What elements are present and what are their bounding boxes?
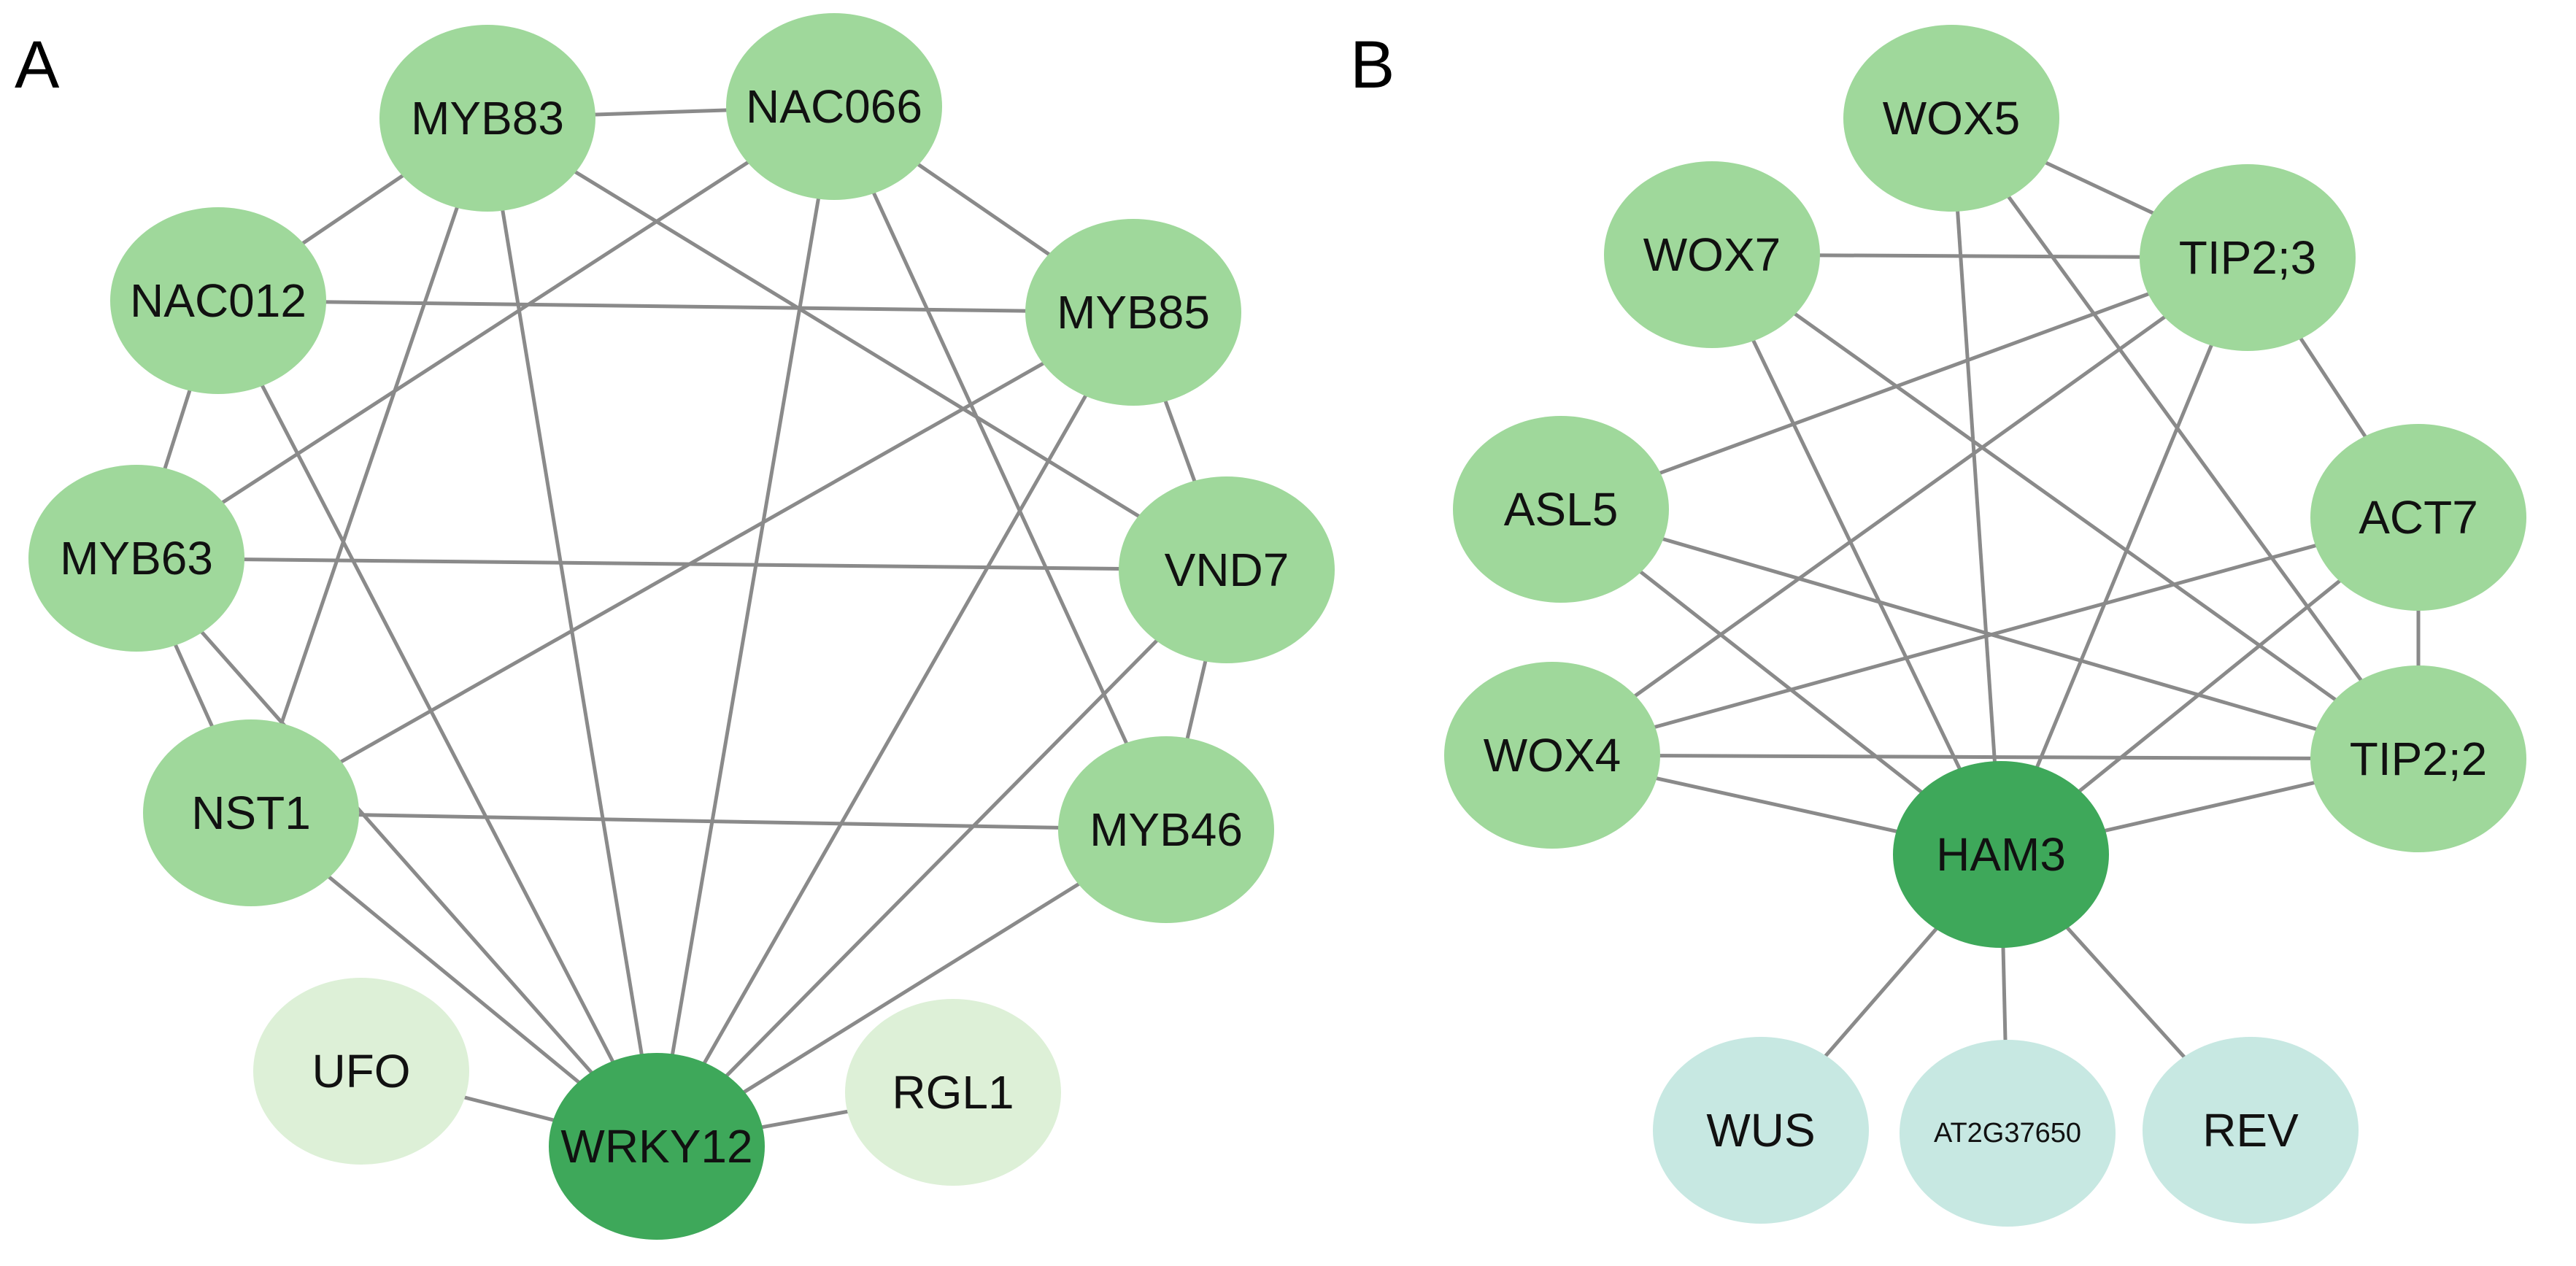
node-shape (379, 25, 595, 212)
node-shape (1893, 761, 2109, 948)
node-label: WOX7 (1643, 228, 1781, 281)
node-shape (2310, 424, 2526, 611)
node-rev: REV (2143, 1037, 2359, 1224)
node-shape (110, 207, 326, 394)
edge-myb63-wrky12 (135, 557, 658, 1148)
node-label: MYB83 (411, 92, 564, 144)
node-myb46: MYB46 (1058, 736, 1274, 923)
edge-tip2-3-asl5 (1560, 255, 2248, 512)
node-wox4: WOX4 (1444, 662, 1660, 849)
edge-nac066-wrky12 (655, 106, 836, 1147)
node-label: WOX4 (1484, 729, 1621, 781)
edge-nac066-myb63 (135, 104, 836, 560)
node-label: AT2G37650 (1934, 1118, 2081, 1149)
node-label: NAC012 (130, 274, 306, 327)
node-label: RGL1 (892, 1066, 1014, 1119)
edge-wox7-tip2-2 (1711, 252, 2420, 761)
node-wox7: WOX7 (1604, 161, 1820, 348)
node-wus: WUS (1653, 1037, 1869, 1224)
edge-act7-wox4 (1551, 515, 2419, 757)
node-myb83: MYB83 (379, 25, 595, 212)
node-wox5: WOX5 (1843, 25, 2059, 212)
node-shape (726, 13, 942, 200)
edge-myb83-vnd7 (486, 116, 1228, 572)
node-shape (28, 465, 244, 652)
node-label: TIP2;3 (2179, 231, 2317, 284)
node-label: HAM3 (1936, 828, 2066, 881)
node-label: MYB46 (1090, 803, 1243, 856)
node-shape (1453, 416, 1669, 603)
edge-nac012-wrky12 (216, 299, 659, 1148)
node-shape (1058, 736, 1274, 923)
panel-label-b: B (1350, 28, 1395, 102)
node-label: UFO (312, 1045, 410, 1097)
edge-wox7-ham3 (1710, 253, 2003, 856)
node-nst1: NST1 (143, 719, 359, 906)
node-shape (2140, 164, 2356, 351)
node-label: VND7 (1165, 544, 1289, 596)
edge-nac066-myb46 (832, 105, 1168, 831)
node-at2g37650: AT2G37650 (1900, 1040, 2116, 1227)
node-shape (2143, 1037, 2359, 1224)
node-label: TIP2;2 (2350, 733, 2488, 785)
node-shape (845, 999, 1061, 1186)
node-shape (143, 719, 359, 906)
node-asl5: ASL5 (1453, 416, 1669, 603)
node-label: WRKY12 (560, 1120, 752, 1173)
node-shape (1604, 161, 1820, 348)
edge-myb63-vnd7 (136, 556, 1227, 572)
panel-label-a: A (15, 28, 60, 102)
edge-wox5-ham3 (1949, 117, 2003, 855)
edge-myb85-wrky12 (655, 311, 1135, 1148)
edge-myb83-nst1 (249, 117, 490, 814)
node-shape (1900, 1040, 2116, 1227)
node-ham3: HAM3 (1893, 761, 2109, 948)
node-label: ACT7 (2359, 491, 2478, 544)
node-myb85: MYB85 (1025, 219, 1241, 406)
node-label: WOX5 (1883, 92, 2020, 144)
node-shape (253, 978, 469, 1165)
edge-nac012-myb85 (217, 298, 1134, 314)
node-shape (2310, 665, 2526, 852)
node-shape (1843, 25, 2059, 212)
node-tip2-2: TIP2;2 (2310, 665, 2526, 852)
node-act7: ACT7 (2310, 424, 2526, 611)
node-wrky12: WRKY12 (549, 1053, 765, 1240)
node-nac066: NAC066 (726, 13, 942, 200)
node-shape (1119, 476, 1335, 663)
edge-tip2-3-ham3 (1999, 257, 2250, 855)
node-label: ASL5 (1504, 483, 1619, 536)
node-label: WUS (1706, 1104, 1815, 1157)
edge-wox5-tip2-2 (1949, 117, 2421, 760)
node-label: NST1 (191, 787, 311, 839)
node-shape (1025, 219, 1241, 406)
node-label: MYB85 (1057, 286, 1210, 339)
node-label: NAC066 (746, 80, 922, 133)
edge-tip2-3-wox4 (1551, 255, 2249, 757)
node-label: REV (2202, 1104, 2299, 1157)
node-rgl1: RGL1 (845, 999, 1061, 1186)
node-ufo: UFO (253, 978, 469, 1165)
node-shape (549, 1053, 765, 1240)
edge-vnd7-wrky12 (655, 568, 1228, 1148)
node-shape (1653, 1037, 1869, 1224)
node-tip2-3: TIP2;3 (2140, 164, 2356, 351)
edge-wox4-tip2-2 (1551, 753, 2419, 761)
edge-nst1-myb46 (250, 811, 1167, 832)
node-label: MYB63 (60, 532, 213, 584)
node-shape (1444, 662, 1660, 849)
node-vnd7: VND7 (1119, 476, 1335, 663)
node-nac012: NAC012 (110, 207, 326, 394)
node-myb63: MYB63 (28, 465, 244, 652)
